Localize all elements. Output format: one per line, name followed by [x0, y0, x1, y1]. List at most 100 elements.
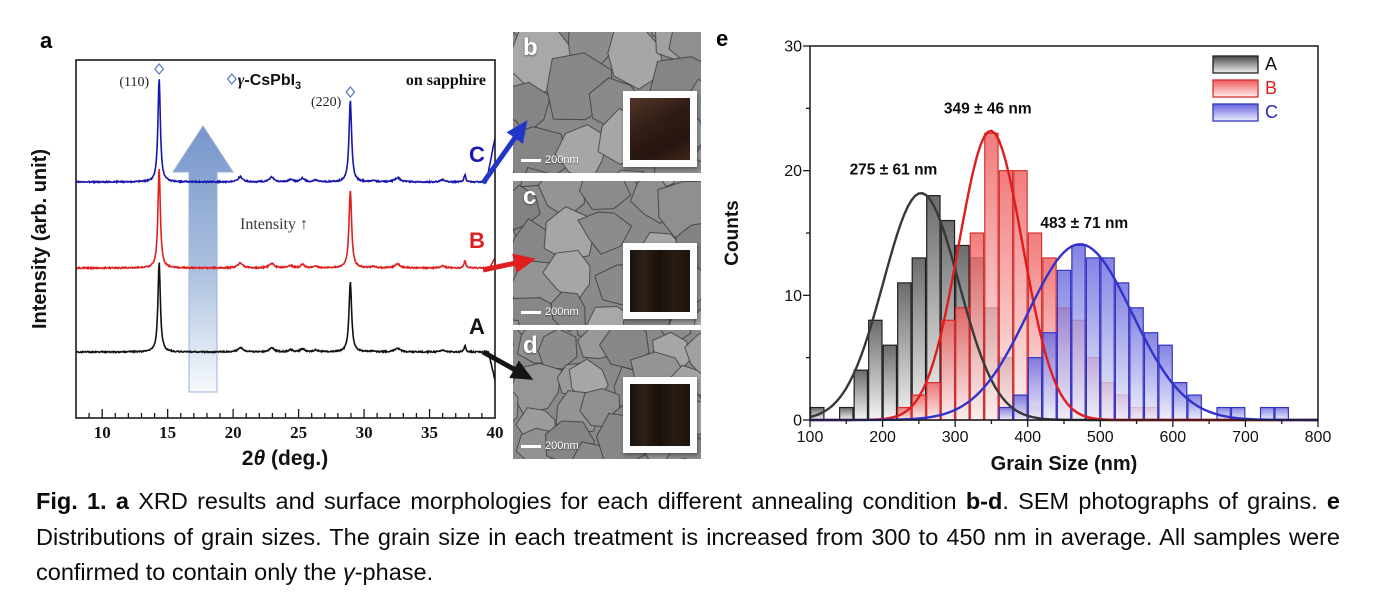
legend-label-A: A: [1265, 54, 1277, 74]
x-tick-label: 600: [1160, 429, 1187, 446]
hist-bar-C: [1143, 332, 1159, 421]
sem-image-d: d 200nm: [513, 330, 701, 459]
sample-letter-A: A: [469, 314, 485, 339]
grain: [537, 330, 578, 370]
mean-size-annotation-C: 483 ± 71 nm: [1040, 215, 1128, 232]
scale-bar-label: 200nm: [545, 440, 579, 452]
x-tick-label: 200: [869, 429, 896, 446]
peak-label-220: (220): [311, 95, 342, 110]
grain: [578, 181, 632, 211]
diamond-marker-220: [345, 85, 356, 99]
grain: [513, 391, 519, 422]
hist-bar-C: [1100, 257, 1115, 421]
hist-bar-B: [940, 319, 956, 421]
caption-segment: . SEM photographs of grains.: [1002, 488, 1327, 514]
x-tick-label: 10: [94, 423, 111, 442]
xrd-trace-B: [75, 168, 496, 271]
caption-segment: Distributions of grain sizes. The grain …: [36, 523, 1340, 586]
peak-label-110: (110): [119, 75, 149, 90]
x-tick-label: 400: [1014, 429, 1041, 446]
figure-caption: Fig. 1. a XRD results and surface morpho…: [36, 484, 1340, 591]
scale-bar: 200nm: [521, 306, 579, 318]
x-tick-label: 40: [487, 423, 504, 442]
film-photo-inset: [623, 91, 697, 167]
x-tick-label: 25: [290, 423, 307, 442]
legend-swatch-B: [1212, 79, 1259, 98]
caption-segment: -phase.: [354, 559, 434, 586]
film-photo-inset: [623, 243, 697, 319]
hist-bar-A: [839, 406, 854, 421]
panel-label-c: c: [523, 183, 537, 210]
grain: [550, 291, 586, 325]
x-tick-label: 30: [356, 423, 373, 442]
grain: [616, 169, 645, 173]
x-tick-label: 15: [159, 423, 176, 442]
sample-letter-B: B: [469, 228, 485, 253]
panel-label-e: e: [716, 26, 729, 51]
caption-segment: XRD results and surface morphologies for…: [138, 488, 966, 514]
grain: [565, 330, 572, 333]
film-photo-inset: [623, 377, 697, 453]
scale-bar-line: [521, 158, 541, 162]
xrd-trace-C: [75, 79, 496, 185]
scale-bar: 200nm: [521, 440, 579, 452]
grain: [586, 305, 634, 325]
scale-bar-label: 200nm: [545, 306, 579, 318]
sample-to-sem-arrows: [480, 120, 536, 380]
hist-bar-C: [1042, 332, 1057, 421]
hist-bar-A: [897, 282, 912, 421]
x-tick-label: 300: [942, 429, 969, 446]
caption-bold-segment: b-d: [965, 488, 1003, 514]
legend-label-C: C: [1265, 102, 1278, 122]
x-tick-label: 500: [1087, 429, 1114, 446]
legend-swatch-A: [1212, 55, 1259, 74]
sem-image-b: b 200nm: [513, 32, 701, 173]
y-tick-label: 20: [784, 163, 802, 180]
hist-bar-C: [1259, 406, 1275, 421]
xrd-chart: C B A (110) (220) γ-CsPbI3 on sapphire Intensit…: [29, 59, 504, 470]
substrate-note: on sapphire: [406, 72, 486, 89]
grain: [554, 124, 610, 173]
hist-bar-B: [998, 170, 1014, 421]
intensity-note: Intensity ↑: [240, 216, 308, 233]
film-photo: [630, 98, 690, 160]
hist-bar-C: [998, 406, 1014, 421]
grain: [515, 181, 545, 188]
scale-bar-label: 200nm: [545, 154, 579, 166]
intensity-up-arrow: [172, 125, 234, 393]
hist-bar-A: [853, 369, 869, 421]
diamond-marker-110: [154, 62, 165, 76]
sem-image-c: c 200nm: [513, 181, 701, 325]
hist-bar-A: [868, 319, 883, 421]
xrd-plot-box: [75, 59, 496, 419]
mean-size-annotation-B: 349 ± 46 nm: [944, 100, 1032, 117]
xrd-trace-A: [75, 262, 496, 381]
panel-label-b: b: [523, 34, 538, 61]
legend-label-B: B: [1265, 78, 1277, 98]
caption-bold-segment: a: [115, 488, 139, 514]
hist-bar-C: [1158, 344, 1173, 421]
hist-bar-C: [1071, 244, 1086, 421]
caption-italic-segment: γ: [342, 559, 355, 586]
grain: [679, 457, 687, 459]
grain: [577, 211, 633, 255]
grain: [513, 319, 520, 325]
x-tick-label: 700: [1232, 429, 1259, 446]
scale-bar: 200nm: [521, 154, 579, 166]
hist-bar-C: [1013, 394, 1028, 421]
panel-label-a: a: [40, 28, 53, 53]
y-axis-title: Counts: [722, 200, 743, 265]
arrow-to-sem-b: [480, 120, 528, 185]
panel-label-d: d: [523, 332, 538, 359]
caption-bold-segment: e: [1326, 488, 1340, 514]
scale-bar-line: [521, 444, 541, 448]
hist-bar-C: [1085, 257, 1101, 421]
legend-swatch-C: [1212, 103, 1259, 122]
x-tick-label: 20: [225, 423, 242, 442]
caption-bold-segment: Fig. 1.: [36, 488, 116, 514]
x-tick-label: 800: [1305, 429, 1332, 446]
y-tick-label: 30: [784, 39, 802, 56]
arrow-to-sem-c: [482, 253, 536, 274]
